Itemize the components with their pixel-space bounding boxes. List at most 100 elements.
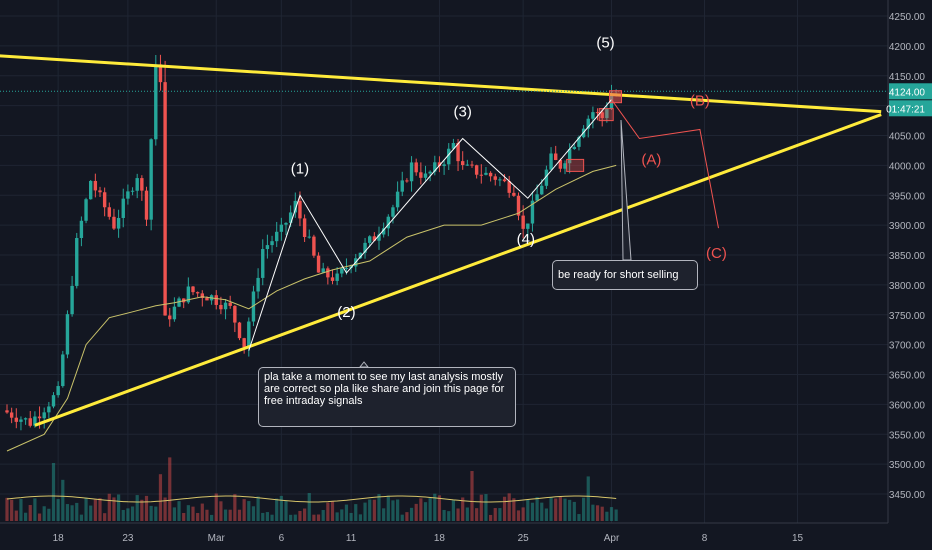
price-label-badge — [889, 83, 932, 100]
candle — [223, 299, 228, 320]
volume-bar — [563, 498, 567, 521]
analysis-note: pla take a moment to see my last analysi… — [258, 367, 516, 427]
candle-body — [554, 153, 558, 161]
candle-body — [484, 172, 488, 175]
candle-body — [98, 190, 102, 193]
y-tick-label: 3900.00 — [889, 221, 926, 232]
volume-bar — [396, 499, 400, 521]
price-label: 4124.00 — [889, 87, 926, 98]
candle-body — [502, 179, 507, 182]
volume-bar — [293, 514, 297, 521]
volume-bar — [340, 509, 344, 521]
candle — [19, 416, 23, 431]
volume-bar — [344, 504, 349, 521]
volume-bar — [196, 513, 200, 521]
highlight-box — [609, 90, 622, 104]
candle — [493, 173, 497, 186]
volume-bar — [42, 506, 46, 521]
candle-body — [461, 161, 465, 166]
candle — [516, 192, 521, 221]
volume-bar — [354, 504, 358, 521]
volume-bar — [349, 512, 353, 521]
candle-body — [65, 314, 70, 355]
candle-body — [195, 292, 200, 294]
candle — [461, 151, 465, 170]
x-tick-label: 15 — [792, 533, 804, 544]
volume-bar — [368, 499, 372, 521]
candle-body — [135, 178, 139, 191]
candle-body — [465, 164, 470, 166]
candle-body — [288, 212, 293, 223]
candle-body — [307, 236, 311, 238]
volume-bar — [479, 494, 483, 521]
volume-bar — [19, 498, 23, 521]
candle — [479, 164, 483, 184]
analysis-note-text: pla take a moment to see my last analysi… — [264, 371, 505, 407]
candle-body — [540, 185, 544, 195]
candle — [498, 177, 502, 187]
correction-path — [611, 99, 719, 229]
candle-body — [112, 216, 116, 229]
candle-body — [233, 305, 237, 323]
candle-body — [595, 112, 600, 114]
volume-bar — [489, 514, 493, 521]
x-tick-label: 8 — [702, 533, 708, 544]
resistance-trendline[interactable] — [0, 54, 882, 114]
volume-bar — [470, 471, 474, 521]
candle — [56, 381, 60, 398]
elliott-wave-path — [248, 99, 612, 351]
candle-body — [437, 162, 442, 167]
candle-body — [149, 139, 153, 220]
candle — [270, 235, 274, 253]
volume-bar — [24, 512, 28, 521]
candle-body — [470, 164, 474, 166]
volume-bar — [154, 506, 158, 521]
volume-bar — [465, 507, 469, 521]
volume-bar — [37, 513, 42, 521]
candle — [484, 167, 488, 176]
y-tick-label: 3750.00 — [889, 311, 926, 322]
moving-average-line — [6, 164, 617, 452]
volume-bar — [61, 479, 65, 521]
candle — [275, 221, 279, 248]
candle — [126, 184, 130, 205]
volume-bar — [158, 474, 163, 521]
volume-bar — [558, 496, 562, 521]
candle — [414, 158, 418, 176]
candle — [65, 310, 70, 359]
candle-body — [177, 298, 181, 307]
candle — [465, 159, 470, 166]
candle — [340, 266, 344, 278]
wave-label: (3) — [454, 103, 472, 120]
support-trendline[interactable] — [34, 113, 882, 427]
volume-bar — [614, 509, 618, 521]
volume-bar — [414, 503, 418, 521]
volume-bar — [502, 496, 507, 521]
candle-body — [400, 180, 404, 192]
candle-body — [163, 82, 167, 316]
candle — [28, 411, 32, 428]
candle — [321, 262, 325, 273]
candle-body — [126, 191, 130, 199]
candle — [316, 252, 321, 273]
volume-bar — [223, 509, 228, 521]
candle-body — [256, 277, 260, 292]
volume-bar — [112, 497, 116, 521]
wave-label: (1) — [291, 160, 309, 177]
x-tick-label: 18 — [434, 533, 446, 544]
volume-bar — [609, 507, 614, 521]
candle — [265, 234, 270, 259]
candle-body — [368, 236, 372, 243]
volume-bar — [56, 499, 60, 521]
candle-body — [79, 220, 84, 239]
candle-body — [51, 395, 56, 407]
candle — [554, 145, 558, 161]
volume-bar — [14, 510, 18, 521]
candle-body — [316, 255, 321, 273]
volume-bar — [475, 508, 479, 521]
volume-bar — [242, 499, 246, 521]
candle-body — [330, 277, 335, 281]
volume-bar — [554, 498, 558, 521]
